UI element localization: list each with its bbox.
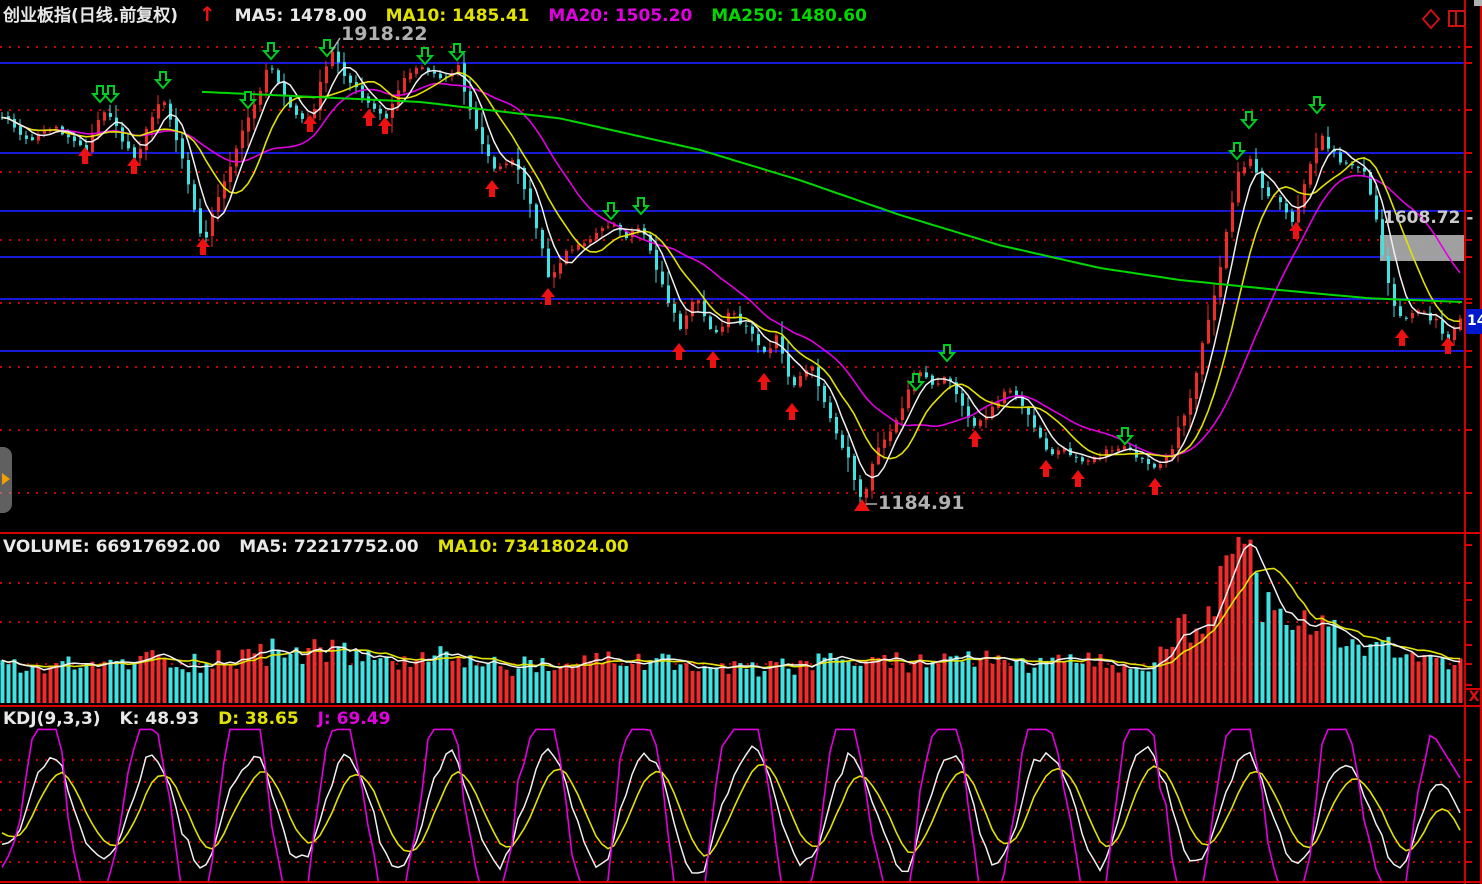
ma5-value: MA5: 1478.00 [234, 6, 367, 26]
kdj-name: KDJ(9,3,3) [3, 709, 101, 729]
buy-signal-arrow [672, 343, 686, 360]
ma10-value: MA10: 1485.41 [385, 6, 530, 26]
expand-arrow-icon [2, 473, 10, 485]
peak-price-annotation: 1918.22 [341, 23, 428, 45]
buy-signal-arrow [362, 109, 376, 126]
buy-signal-arrow [541, 288, 555, 305]
current-price-tag: 14 [1466, 309, 1482, 334]
sell-signal-arrow [238, 91, 258, 110]
sell-signal-arrow [1239, 111, 1259, 130]
kdj-j-value: J: 69.49 [317, 709, 391, 729]
volume-bars [0, 537, 1463, 703]
kdj-d-value: D: 38.65 [218, 709, 299, 729]
sell-signal-arrow [1227, 142, 1247, 161]
sell-signal-arrow [90, 85, 110, 104]
diamond-icon[interactable] [1421, 8, 1441, 30]
sell-signal-arrow [906, 373, 926, 392]
sell-signal-arrow [1115, 427, 1135, 446]
sell-signal-arrow [1307, 96, 1327, 115]
buy-signal-arrow [968, 430, 982, 447]
sell-signal-arrow [601, 202, 621, 221]
buy-signal-arrow [78, 147, 92, 164]
buy-signal-arrow [378, 117, 392, 134]
split-window-icon[interactable] [1448, 10, 1466, 27]
sell-signal-arrow [447, 43, 467, 62]
instrument-title: 创业板指(日线.前复权) [3, 6, 178, 26]
volume-header: VOLUME: 66917692.00 MA5: 72217752.00 MA1… [3, 536, 642, 558]
ma20-value: MA20: 1505.20 [548, 6, 693, 26]
sell-signal-arrow [937, 344, 957, 363]
ma250-value: MA250: 1480.60 [711, 6, 867, 26]
buy-signal-arrow [1289, 222, 1303, 239]
buy-signal-arrow [485, 180, 499, 197]
trough-marker [854, 499, 870, 511]
buy-signal-arrow [1071, 470, 1085, 487]
buy-signal-arrow [1039, 460, 1053, 477]
volume-value: VOLUME: 66917692.00 [3, 537, 221, 557]
sell-signal-arrow [101, 85, 121, 104]
buy-signal-arrow [757, 373, 771, 390]
buy-signal-arrow [1148, 478, 1162, 495]
buy-signal-arrow [127, 157, 141, 174]
up-arrow-icon: ↑ [198, 2, 216, 26]
volume-ma5-value: MA5: 72217752.00 [239, 537, 419, 557]
kdj-header: KDJ(9,3,3) K: 48.93 D: 38.65 J: 69.49 [3, 708, 403, 730]
buy-signal-arrow [1395, 329, 1409, 346]
window-corner-icons [1421, 8, 1466, 30]
sell-signal-arrow [317, 39, 337, 58]
sell-signal-arrow [631, 197, 651, 216]
sell-signal-arrow [261, 42, 281, 61]
volume-ma10-value: MA10: 73418024.00 [437, 537, 629, 557]
buy-signal-arrow [1441, 337, 1455, 354]
scrollbar-corner [1474, 0, 1482, 6]
buy-signal-arrow [303, 115, 317, 132]
sell-signal-arrow [153, 71, 173, 90]
buy-signal-arrow [196, 238, 210, 255]
kdj-k-value: K: 48.93 [119, 709, 200, 729]
buy-signal-arrow [706, 351, 720, 368]
sidebar-expand-handle[interactable] [0, 447, 12, 513]
buy-signal-arrow [785, 403, 799, 420]
trough-price-annotation: 1184.91 [878, 492, 965, 514]
main-chart-header: 创业板指(日线.前复权) ↑ MA5: 1478.00 MA10: 1485.4… [3, 3, 880, 27]
sell-signal-arrow [415, 47, 435, 66]
reference-price-label: 1608.72 - [1383, 208, 1474, 228]
close-indicator-button[interactable]: X [1468, 689, 1480, 705]
